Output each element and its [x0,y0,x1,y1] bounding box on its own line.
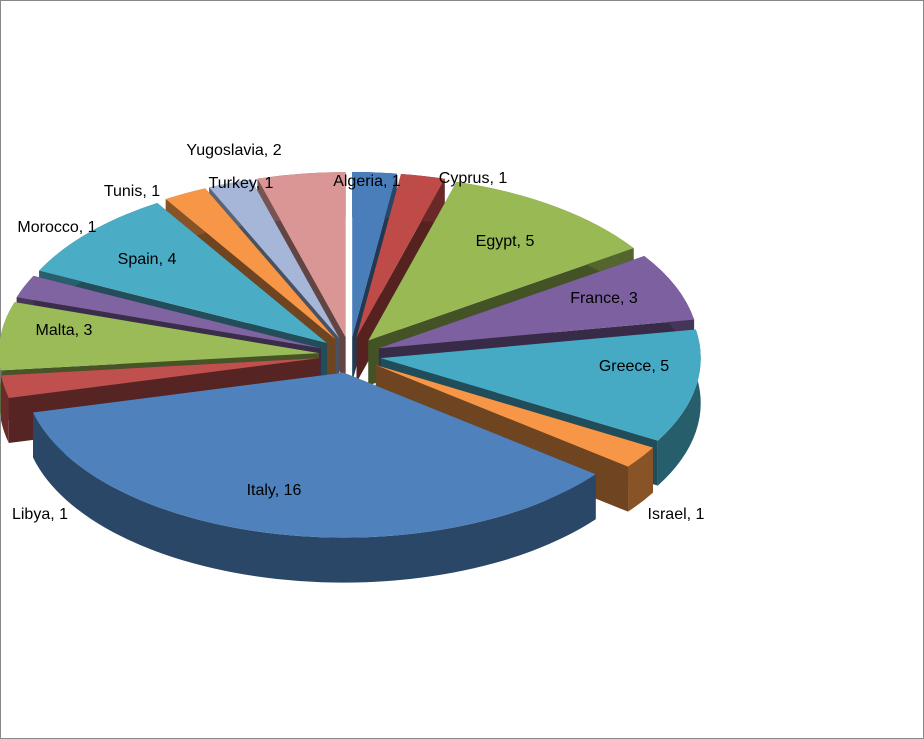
slice [33,372,596,538]
data-label: France, 3 [570,290,638,307]
labels: Algeria, 1 Cyprus, 1 Egypt, 5 France, 3 Gree… [12,142,705,523]
slice [356,173,445,338]
slice [368,181,634,341]
slice [352,172,397,338]
pie [0,172,701,583]
data-label: Spain, 4 [118,251,177,268]
slice-side [1,375,9,444]
slice [165,188,336,340]
slice [378,255,695,349]
slice [1,358,320,399]
data-label: Morocco, 1 [17,219,96,236]
slice [257,172,346,338]
data-label: Libya, 1 [12,506,68,523]
data-label: Yugoslavia, 2 [186,142,281,159]
data-label: Israel, 1 [648,506,705,523]
slice [16,275,322,349]
slice-side [33,412,596,583]
slice [375,365,653,467]
data-label: Greece, 5 [599,358,669,375]
data-label: Cyprus, 1 [439,170,508,187]
slice [209,179,340,339]
data-label: Egypt, 5 [476,233,535,250]
data-label: Algeria, 1 [333,173,401,190]
slice-side [657,329,701,486]
slice [0,302,319,371]
slice [39,203,327,343]
data-label: Malta, 3 [36,322,93,339]
data-label: Tunis, 1 [104,183,160,200]
data-label: Italy, 16 [247,482,302,499]
slice [380,329,701,441]
slice-side [628,447,653,512]
data-label: Turkey, 1 [209,175,274,192]
